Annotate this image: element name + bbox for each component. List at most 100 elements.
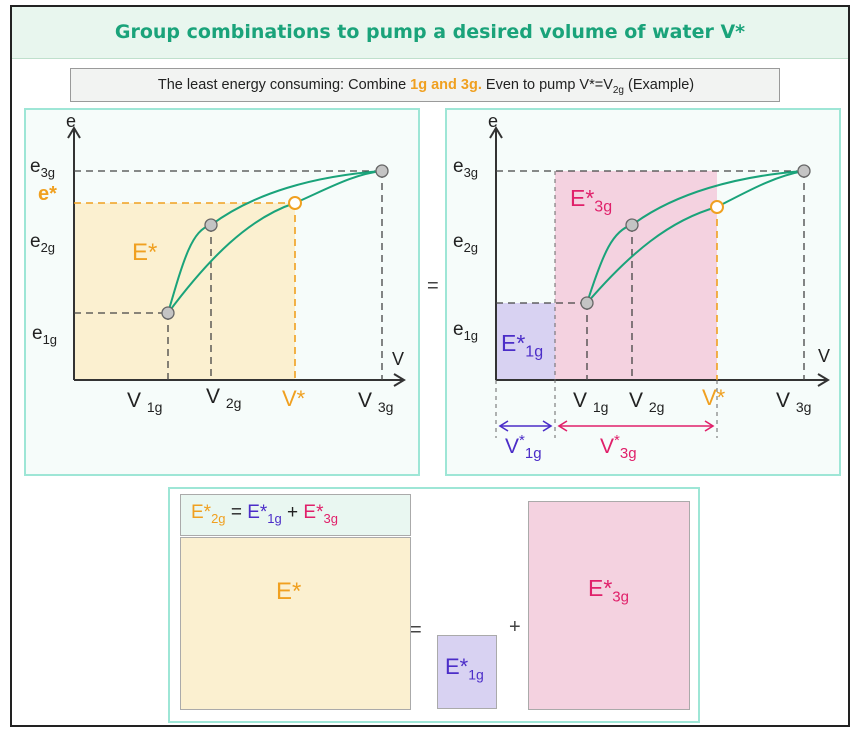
right-point-vstar <box>710 200 724 214</box>
note-highlight: 1g and 3g. <box>410 77 482 93</box>
right-area-3g-label: E*3g <box>570 185 612 217</box>
right-ytick-e1g-base: e <box>453 319 464 340</box>
note-prefix: The least energy consuming: Combine <box>157 77 411 93</box>
formula-eq: = <box>225 502 248 523</box>
right-area-1g-fill <box>496 303 555 380</box>
left-ytick-e3g-base: e <box>30 156 41 177</box>
formula-text: E*2g = E*1g + E*3g <box>191 502 338 526</box>
left-xtick-vstar: V* <box>282 386 306 411</box>
left-xtick-v3g-base: V <box>358 389 373 412</box>
left-curve-1g3g <box>167 170 383 314</box>
right-x-arrow <box>817 373 830 387</box>
right-span-3g-head-left <box>557 420 568 432</box>
left-xtick-v1g-sub: 1g <box>146 399 163 416</box>
left-chart <box>67 126 406 387</box>
right-xtick-v2g-sub: 2g <box>648 399 665 416</box>
left-xtick-v2g-sub: 2g <box>225 395 242 412</box>
right-y-axis-label: e <box>488 111 499 131</box>
right-x-axis-label: V <box>818 346 831 366</box>
right-span-1g-sub: 1g <box>524 445 542 463</box>
left-xtick-v1g: V 1g <box>127 389 162 415</box>
left-point-1g <box>161 306 175 320</box>
left-point-2g <box>204 218 218 232</box>
left-ytick-e1g: e1g <box>32 323 57 347</box>
formula-s1: 2g <box>211 510 226 526</box>
right-span-1g-head-left <box>498 420 509 432</box>
right-span-1g-label: V*1g <box>505 432 542 462</box>
title-bar: Group combinations to pump a desired vol… <box>12 7 848 59</box>
right-ytick-e1g: e1g <box>453 319 478 343</box>
right-ytick-e1g-sub: 1g <box>463 327 479 343</box>
right-xtick-v3g-sub: 3g <box>795 399 812 416</box>
right-ytick-e2g-sub: 2g <box>463 239 479 255</box>
right-xtick-v2g-base: V <box>629 389 644 412</box>
right-area-1g-label: E*1g <box>501 330 543 362</box>
left-point-vstar <box>288 196 302 210</box>
note-suffix-a: Even to pump V*=V <box>481 77 613 93</box>
right-span-1g-head-right <box>542 420 553 432</box>
bottom-e3g-block <box>528 501 690 710</box>
left-ytick-e1g-sub: 1g <box>42 331 58 347</box>
right-xtick-v1g-sub: 1g <box>592 399 609 416</box>
equals-sign-top: = <box>427 275 439 297</box>
formula-box: E*2g = E*1g + E*3g <box>180 494 411 536</box>
right-curve-2g <box>586 170 805 304</box>
note-suffix-sub: 2g <box>612 84 624 96</box>
left-y-arrow <box>67 126 81 139</box>
left-xtick-v3g-sub: 3g <box>377 399 394 416</box>
right-area-1g-sub: 1g <box>525 343 544 361</box>
bottom-e1g-block <box>437 635 497 709</box>
right-xtick-v1g-base: V <box>573 389 588 412</box>
formula-plus: + <box>281 502 304 523</box>
right-xtick-v2g: V 2g <box>629 389 664 415</box>
left-ytick-e3g: e3g <box>30 156 55 180</box>
formula-t3: E* <box>303 502 324 523</box>
left-ytick-estar: e* <box>38 183 57 205</box>
right-ytick-e2g: e2g <box>453 231 478 255</box>
bottom-estar-block <box>180 537 411 710</box>
right-span-3g-sup: * <box>614 432 620 449</box>
formula-s3: 3g <box>323 510 338 526</box>
right-area-3g-base: E* <box>570 185 595 211</box>
left-xtick-v2g: V 2g <box>206 385 241 411</box>
bottom-e3g-sub: 3g <box>612 588 629 606</box>
bottom-plus: + <box>509 616 521 638</box>
right-area-3g-sub: 3g <box>594 198 613 216</box>
right-span-1g-sup: * <box>519 432 525 449</box>
right-span-3g-head-right <box>704 420 715 432</box>
formula-s2: 1g <box>267 510 282 526</box>
left-xtick-v3g: V 3g <box>358 389 393 415</box>
right-ytick-e3g-base: e <box>453 156 464 177</box>
right-point-2g <box>625 218 639 232</box>
formula-t1: E* <box>191 502 212 523</box>
right-point-3g <box>797 164 811 178</box>
right-area-3g-fill <box>555 171 717 380</box>
left-y-axis-label: e <box>66 111 77 131</box>
right-span-1g-base: V <box>505 435 520 458</box>
right-ytick-e2g-base: e <box>453 231 464 252</box>
right-xtick-v3g: V 3g <box>776 389 811 415</box>
bottom-estar-label: E* <box>276 578 302 605</box>
right-area-1g-base: E* <box>501 330 526 356</box>
bottom-e3g-label: E*3g <box>588 575 629 606</box>
left-x-axis-label: V <box>392 349 405 369</box>
bottom-e1g-base: E* <box>445 654 469 679</box>
left-xtick-v1g-base: V <box>127 389 142 412</box>
right-point-1g <box>580 296 594 310</box>
left-ytick-e2g: e2g <box>30 231 55 255</box>
right-xtick-vstar: V* <box>702 385 726 410</box>
right-span-3g-base: V <box>600 435 615 458</box>
right-ytick-e3g-sub: 3g <box>463 164 479 180</box>
formula-t2: E* <box>247 502 268 523</box>
note-suffix-b: (Example) <box>624 77 695 93</box>
right-span-3g-sub: 3g <box>619 445 637 463</box>
figure-frame: Group combinations to pump a desired vol… <box>10 5 850 727</box>
left-ytick-e1g-base: e <box>32 323 43 344</box>
note-text: The least energy consuming: Combine 1g a… <box>71 69 781 101</box>
right-xtick-v3g-base: V <box>776 389 791 412</box>
bottom-e1g-label: E*1g <box>445 654 484 682</box>
page-title: Group combinations to pump a desired vol… <box>114 21 746 43</box>
left-ytick-e2g-base: e <box>30 231 41 252</box>
right-y-arrow <box>489 126 503 139</box>
bottom-e3g-base: E* <box>588 575 613 601</box>
